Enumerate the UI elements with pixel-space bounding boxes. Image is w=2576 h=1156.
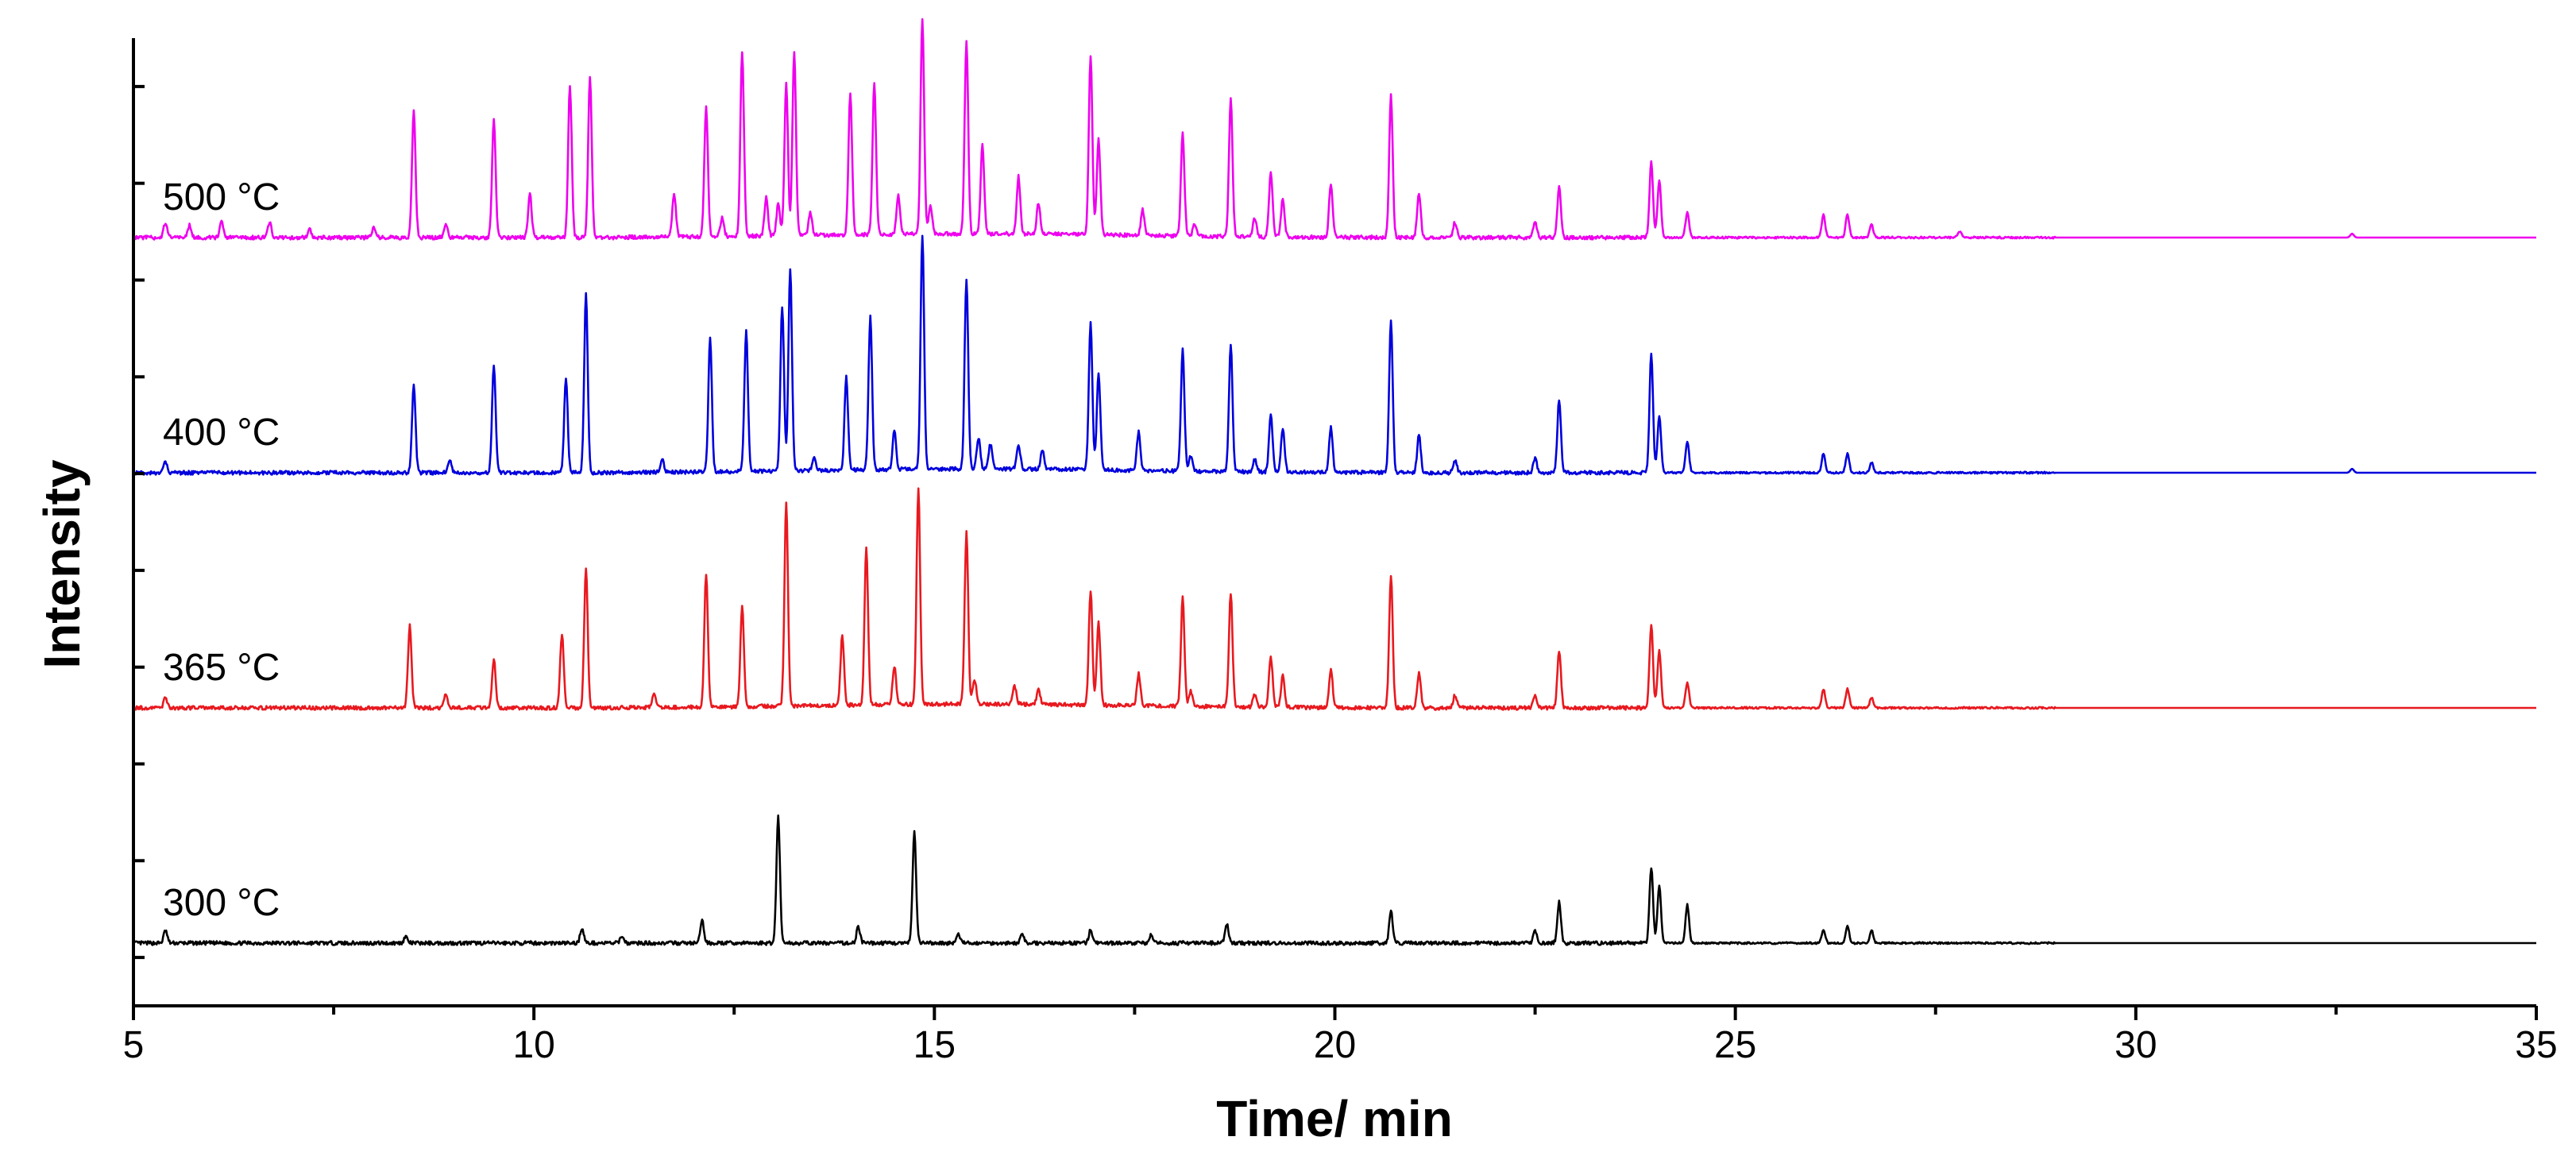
trace-400c [133, 234, 2537, 476]
trace-300c [132, 814, 2537, 946]
x-tick-label: 15 [913, 1024, 956, 1066]
series-label: 500 °C [163, 176, 280, 218]
x-tick-label: 20 [1314, 1024, 1356, 1066]
x-ticks: 5 10 15 20 25 30 35 [123, 1006, 2558, 1066]
trace-365c [132, 487, 2537, 711]
series-label: 400 °C [163, 412, 280, 454]
x-tick-label: 10 [512, 1024, 554, 1066]
series-labels: 300 °C 365 °C 400 °C 500 °C [163, 176, 280, 924]
y-ticks [133, 84, 145, 960]
traces [132, 17, 2537, 946]
x-axis-title: Time/ min [1216, 1090, 1453, 1147]
x-tick-label: 35 [2515, 1024, 2557, 1066]
series-label: 300 °C [163, 882, 280, 924]
y-axis-title: Intensity [33, 459, 91, 669]
x-tick-label: 30 [2114, 1024, 2157, 1066]
x-tick-label: 25 [1714, 1024, 1756, 1066]
trace-500c [132, 17, 2537, 241]
series-label: 365 °C [163, 647, 280, 689]
x-tick-label: 5 [123, 1024, 145, 1066]
